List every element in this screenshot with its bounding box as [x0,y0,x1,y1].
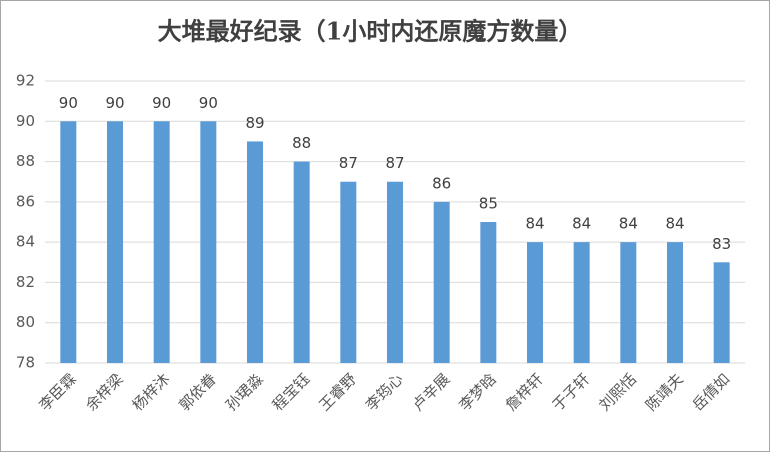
y-tick-label: 80 [16,313,35,331]
value-label: 88 [292,134,311,152]
value-label: 90 [59,94,78,112]
y-tick-label: 92 [16,72,35,90]
bar [200,121,217,364]
bar [573,242,590,363]
value-label: 90 [152,94,171,112]
bar [713,262,730,363]
bar [293,161,310,363]
bar [527,242,543,363]
value-label: 84 [525,215,544,233]
bar [60,121,77,364]
value-label: 85 [479,195,498,213]
bar [433,201,450,363]
bar [620,242,637,363]
y-tick-label: 90 [16,112,35,130]
value-label: 86 [432,174,451,192]
bar [247,141,263,363]
value-label: 84 [572,215,591,233]
value-label: 90 [105,94,124,112]
bar [480,222,497,363]
bar [387,181,403,363]
y-tick-label: 88 [16,152,35,170]
bar [107,121,123,364]
y-tick-label: 86 [16,192,35,210]
value-label: 89 [245,114,264,132]
y-tick-label: 82 [16,273,35,291]
bar [667,242,683,363]
y-tick-label: 78 [16,354,35,372]
value-label: 83 [712,235,731,253]
value-label: 87 [385,154,404,172]
value-label: 84 [619,215,638,233]
value-label: 87 [339,154,358,172]
bar [153,121,170,364]
value-label: 90 [199,94,218,112]
y-tick-label: 84 [16,233,35,251]
value-label: 84 [665,215,684,233]
bar [340,181,357,363]
chart-title: 大堆最好纪录（1小时内还原魔方数量） [158,17,583,46]
